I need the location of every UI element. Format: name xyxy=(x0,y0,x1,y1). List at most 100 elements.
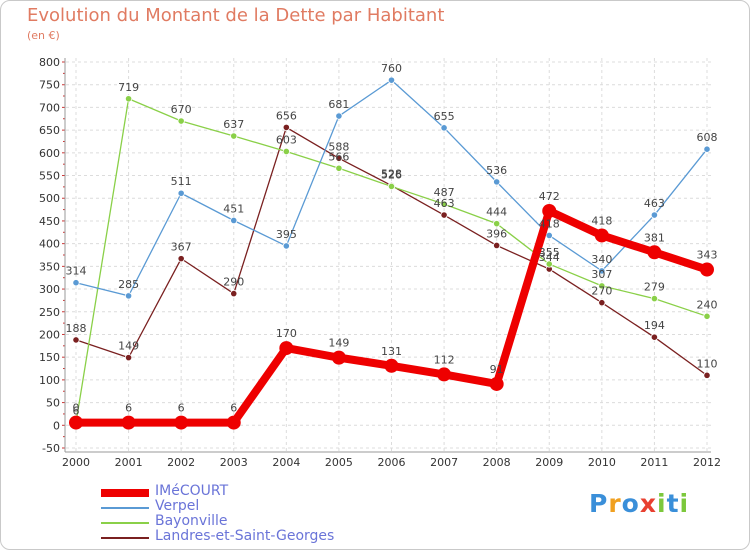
data-point-bayonville xyxy=(650,294,659,303)
legend-swatch xyxy=(101,537,149,539)
data-point-verpel xyxy=(493,178,501,186)
y-tick-label: 650 xyxy=(39,124,60,137)
x-tick-label: 2007 xyxy=(430,456,458,469)
data-point-verpel xyxy=(124,292,133,300)
data-label-verpel: 395 xyxy=(276,228,297,241)
data-label-landres-et-saint-georges: 344 xyxy=(539,251,560,264)
x-tick-label: 2000 xyxy=(62,456,90,469)
data-point-verpel xyxy=(177,189,185,197)
proxiti-logo: Proxiti xyxy=(589,489,689,518)
data-point-bayonville xyxy=(387,182,396,191)
data-label-landres-et-saint-georges: 588 xyxy=(328,140,349,153)
logo-letter: t xyxy=(666,489,680,518)
data-label-bayonville: 487 xyxy=(434,186,455,199)
data-point-verpel xyxy=(282,242,290,250)
data-label-bayonville: 670 xyxy=(171,103,192,116)
data-label-im-court: 131 xyxy=(381,345,402,358)
data-label-landres-et-saint-georges: 110 xyxy=(697,357,718,370)
data-point-im-court xyxy=(647,245,662,260)
logo-letter: r xyxy=(608,489,622,518)
data-label-im-court: 6 xyxy=(178,402,185,415)
data-label-landres-et-saint-georges: 396 xyxy=(486,227,507,240)
x-tick-label: 2008 xyxy=(483,456,511,469)
data-label-verpel: 511 xyxy=(171,175,192,188)
data-label-bayonville: 719 xyxy=(118,81,139,94)
data-point-bayonville xyxy=(230,132,238,140)
data-label-verpel: 314 xyxy=(66,265,87,278)
data-point-im-court xyxy=(594,228,609,243)
data-label-bayonville: 637 xyxy=(223,118,244,131)
y-tick-label: 100 xyxy=(39,374,60,387)
legend-label: IMéCOURT xyxy=(155,483,229,499)
x-tick-label: 2006 xyxy=(378,456,406,469)
y-tick-label: 700 xyxy=(39,101,60,114)
data-label-verpel: 285 xyxy=(118,278,139,291)
x-tick-label: 2004 xyxy=(272,456,300,469)
data-point-landres-et-saint-georges xyxy=(282,123,290,131)
data-point-landres-et-saint-georges xyxy=(650,333,659,341)
data-point-im-court xyxy=(279,341,294,356)
data-point-landres-et-saint-georges xyxy=(72,336,80,344)
data-point-im-court xyxy=(489,376,504,391)
y-tick-label: 400 xyxy=(39,238,60,251)
data-label-im-court: 170 xyxy=(276,327,297,340)
y-tick-label: 150 xyxy=(39,351,60,364)
data-point-bayonville xyxy=(598,282,606,290)
data-point-im-court xyxy=(69,415,83,430)
y-tick-label: 600 xyxy=(39,147,60,160)
data-point-bayonville xyxy=(335,164,343,172)
data-label-landres-et-saint-georges: 270 xyxy=(591,285,612,298)
x-tick-label: 2002 xyxy=(167,456,195,469)
data-point-bayonville xyxy=(282,147,290,156)
y-tick-label: 500 xyxy=(39,192,60,205)
data-label-im-court: 343 xyxy=(697,249,718,262)
axes: -50 0 50 100 150 200 250 300 350 400 450 500 550 600 6… xyxy=(39,56,721,469)
data-point-im-court xyxy=(437,367,452,382)
data-label-verpel: 418 xyxy=(539,217,560,230)
chart-title: Evolution du Montant de la Dette par Hab… xyxy=(27,5,445,26)
y-tick-label: 200 xyxy=(39,328,60,341)
y-tick-label: 250 xyxy=(39,306,60,319)
data-point-verpel xyxy=(335,112,343,120)
data-label-verpel: 340 xyxy=(591,253,612,266)
data-point-im-court xyxy=(384,358,399,373)
data-label-verpel: 760 xyxy=(381,62,402,75)
data-point-bayonville xyxy=(493,220,501,228)
legend-swatch xyxy=(101,489,149,497)
data-point-verpel xyxy=(598,267,606,275)
data-label-landres-et-saint-georges: 656 xyxy=(276,109,297,122)
data-label-bayonville: 566 xyxy=(328,150,349,163)
data-point-bayonville xyxy=(440,200,448,208)
x-tick-label: 2009 xyxy=(535,456,563,469)
data-label-landres-et-saint-georges: 528 xyxy=(381,168,402,181)
data-label-verpel: 681 xyxy=(328,98,349,111)
y-tick-label: 800 xyxy=(39,56,60,69)
y-tick-label: 750 xyxy=(39,79,60,92)
data-point-landres-et-saint-georges xyxy=(177,255,185,263)
data-label-bayonville: 444 xyxy=(486,206,507,219)
legend-label: Verpel xyxy=(155,498,200,514)
data-point-verpel xyxy=(440,124,448,132)
data-label-verpel: 536 xyxy=(486,164,507,177)
data-label-im-court: 149 xyxy=(328,337,349,350)
data-label-bayonville: 355 xyxy=(539,246,560,259)
x-tick-label: 2012 xyxy=(693,456,721,469)
logo-letter: x xyxy=(639,489,657,518)
legend-label: Bayonville xyxy=(155,513,228,529)
logo-letter: i xyxy=(657,489,667,518)
x-tick-label: 2003 xyxy=(220,456,248,469)
series-layer xyxy=(69,76,714,430)
data-point-im-court xyxy=(121,415,136,430)
data-label-im-court: 0 xyxy=(73,402,80,415)
data-label-bayonville: 279 xyxy=(644,281,665,294)
x-tick-label: 2005 xyxy=(325,456,353,469)
data-point-bayonville xyxy=(703,312,711,320)
data-label-im-court: 112 xyxy=(434,353,455,366)
y-tick-label: 50 xyxy=(46,397,60,410)
data-point-landres-et-saint-georges xyxy=(493,241,501,250)
data-label-landres-et-saint-georges: 194 xyxy=(644,319,665,332)
data-point-im-court xyxy=(174,415,189,430)
x-tick-label: 2001 xyxy=(115,456,143,469)
data-label-landres-et-saint-georges: 188 xyxy=(66,322,87,335)
